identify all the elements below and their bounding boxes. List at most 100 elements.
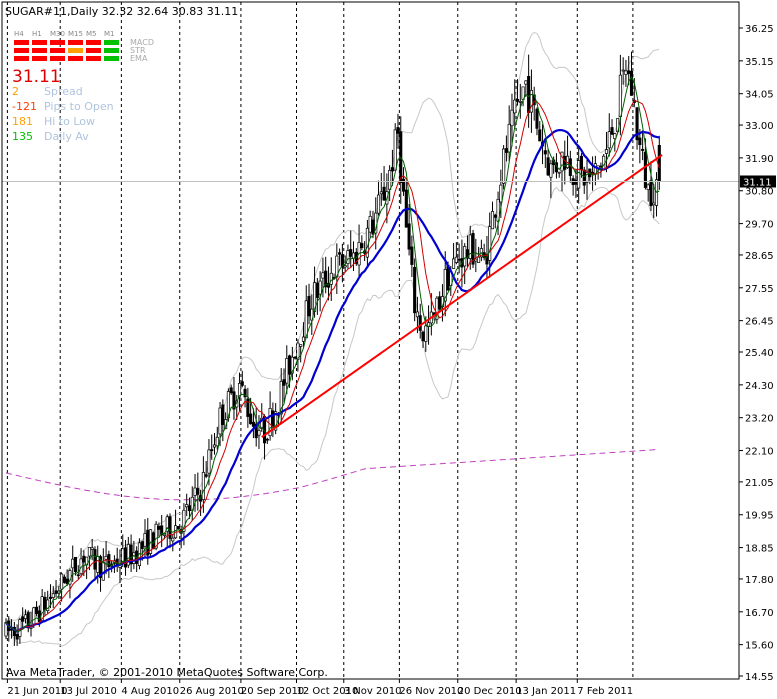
y-tick-label: 18.85 [745, 544, 774, 555]
candle [21, 607, 25, 630]
candle-body [477, 256, 481, 263]
candle-body [546, 157, 550, 176]
candle-body [338, 252, 342, 255]
x-tick-label: 13 Jan 2011 [516, 686, 576, 697]
stat-label: Pips to Open [44, 100, 114, 113]
candle [421, 330, 425, 348]
candle [15, 624, 19, 646]
x-tick-label: 4 Aug 2010 [121, 686, 179, 697]
candle-body [499, 184, 503, 203]
y-tick-label: 23.20 [745, 414, 774, 425]
candle [46, 590, 50, 615]
price-axis[interactable]: 36.25 35.15 34.05 33.00 31.90 30.80 29.70 28.65… [739, 24, 776, 683]
candle-body [624, 70, 628, 76]
signal-cell [50, 56, 65, 61]
candle [48, 584, 53, 609]
candle-body [157, 526, 161, 530]
indicator-row-label: STR [130, 46, 146, 55]
candle [435, 296, 439, 324]
candle-body [382, 186, 386, 201]
y-tick-label: 36.25 [745, 24, 774, 35]
bollinger-bands [5, 31, 660, 647]
candle-body [229, 387, 233, 394]
candle-body [176, 526, 180, 530]
candle-body [510, 109, 514, 127]
signal-cell [14, 56, 29, 61]
candle [538, 121, 542, 142]
candle-body [221, 404, 225, 425]
candle [641, 130, 645, 161]
candle-body [254, 423, 258, 439]
candle [563, 140, 567, 185]
candle [176, 526, 180, 530]
candle-body [424, 325, 428, 342]
candle [513, 79, 517, 129]
candle-body [299, 344, 303, 347]
candle-body [465, 249, 470, 259]
candle-body [629, 70, 634, 96]
signal-cell [32, 48, 47, 53]
current-price-tag [740, 175, 776, 188]
candle-body [585, 172, 589, 183]
stat-label: Hi to Low [44, 115, 95, 128]
candle-body [193, 487, 197, 496]
candle [193, 474, 197, 512]
trendline-segment [261, 154, 663, 438]
ma200-path [5, 449, 660, 501]
copyright-notice: Ava MetaTrader, © 2001-2010 MetaQuotes S… [6, 666, 328, 679]
timeframe-label: H1 [32, 30, 42, 38]
candle-body [485, 254, 489, 265]
candle [493, 213, 497, 229]
candle [285, 345, 289, 395]
candle-body [513, 99, 517, 114]
stat-value: 2 [12, 85, 19, 98]
candle-body [171, 537, 175, 542]
candle-body [490, 211, 495, 230]
candle-body [32, 607, 36, 625]
candle-body [168, 516, 172, 539]
candle-body [360, 243, 364, 249]
candle-body [210, 449, 214, 451]
candle-body [452, 258, 456, 269]
candle [187, 497, 192, 519]
candle [171, 533, 175, 552]
candle [212, 432, 217, 455]
y-tick-label: 25.40 [745, 348, 774, 359]
candle [210, 434, 214, 460]
candle-body [87, 546, 91, 557]
candle-body [62, 576, 66, 583]
candle-body [76, 574, 80, 577]
candle-body [201, 471, 205, 500]
signal-cell [86, 48, 101, 53]
candle [549, 159, 553, 199]
y-tick-label: 31.90 [745, 154, 774, 165]
candle [490, 201, 495, 230]
bollinger-upper [5, 31, 660, 623]
signal-cell [50, 48, 65, 53]
candle-body [212, 444, 217, 448]
candle-body [474, 258, 478, 262]
signal-cell [86, 56, 101, 61]
candle-body [143, 533, 147, 547]
x-tick-label: 26 Nov 2010 [399, 686, 463, 697]
candle [438, 291, 442, 312]
trendline[interactable] [261, 154, 663, 438]
candle [504, 135, 508, 162]
candle-body [165, 516, 169, 532]
candle-body [246, 398, 250, 417]
candle-body [529, 89, 533, 113]
signal-cell [86, 40, 101, 45]
candle-body [641, 148, 645, 151]
candle [638, 128, 642, 164]
candle [457, 243, 461, 274]
candle-body [240, 381, 244, 386]
candle [51, 586, 55, 608]
candle [23, 609, 28, 624]
candle-body [285, 358, 289, 384]
candle-body [215, 436, 219, 447]
candle-body [435, 297, 439, 320]
plot-frame [1, 1, 740, 680]
